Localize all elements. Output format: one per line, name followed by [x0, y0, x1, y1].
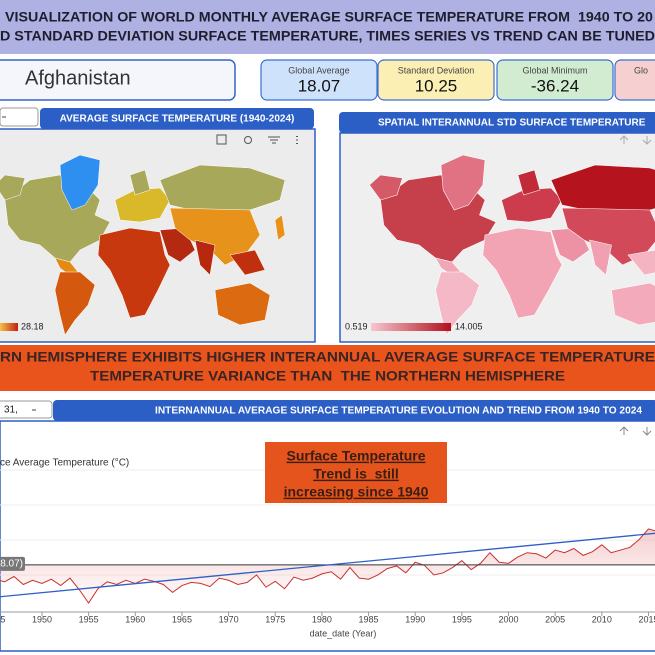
y-axis-title: ce Average Temperature (°C) — [0, 458, 129, 469]
banner-line: RN HEMISPHERE EXHIBITS HIGHER INTERANNUA… — [0, 349, 655, 365]
reference-label-bg — [0, 556, 25, 571]
x-tick-label: 1950 — [32, 614, 52, 624]
scale-max: 28.18 — [21, 321, 44, 331]
date-dropdown[interactable] — [0, 400, 53, 419]
x-tick-label: 1945 — [0, 614, 5, 624]
chart-title: INTERNANNUAL AVERAGE SURFACE TEMPERATURE… — [155, 406, 642, 417]
plot-area: 1945 1950 1955 1960 1965 1970 1975 1980 1985 1990… — [0, 469, 655, 624]
country — [194, 239, 216, 276]
x-axis-title: date_date (Year) — [310, 628, 377, 638]
toolbar-icon[interactable] — [268, 136, 280, 144]
x-tick-label: 1975 — [265, 614, 285, 624]
x-tick-label: 1960 — [125, 614, 145, 624]
x-tick-label: 1955 — [79, 614, 99, 624]
sort-icons[interactable] — [619, 135, 652, 145]
country — [97, 227, 171, 319]
country — [589, 239, 612, 276]
kpi-label: Global Average — [288, 65, 349, 75]
header-line: D STANDARD DEVIATION SURFACE TEMPERATURE… — [0, 28, 655, 44]
country — [611, 282, 655, 326]
map-average — [0, 154, 286, 336]
chart-title-bar — [53, 400, 655, 421]
line — [0, 528, 655, 604]
x-tick-label: 1995 — [452, 614, 472, 624]
country — [440, 154, 486, 211]
x-tick-label: 1990 — [405, 614, 425, 624]
kpi-value: 10.25 — [415, 76, 458, 95]
country — [550, 164, 655, 213]
country — [159, 164, 286, 213]
sort-icons[interactable] — [619, 426, 652, 436]
toolbar-icon[interactable] — [216, 134, 227, 145]
x-tick-label: 2015 — [638, 614, 655, 624]
kpi-card — [377, 59, 495, 101]
trend-line — [0, 532, 655, 598]
country — [627, 249, 655, 276]
country — [229, 249, 266, 276]
kpi-card — [496, 59, 614, 101]
kpi-card — [260, 59, 378, 101]
color-scale — [0, 323, 18, 331]
header-line: VISUALIZATION OF WORLD MONTHLY AVERAGE S… — [5, 9, 653, 25]
country-value[interactable]: Afghanistan — [25, 67, 131, 89]
country — [435, 271, 480, 336]
x-tick-label: 1980 — [312, 614, 332, 624]
scale-min: 0.519 — [345, 321, 368, 331]
date-value[interactable]: 31, — [4, 405, 18, 416]
country — [274, 214, 286, 241]
kpi-card — [614, 59, 655, 101]
map-std — [369, 154, 655, 336]
map-title-bar — [40, 108, 314, 129]
reference-label: (18.07) — [0, 559, 23, 570]
x-tick-label: 1965 — [172, 614, 192, 624]
country — [169, 207, 261, 266]
color-scale — [371, 323, 451, 331]
country — [482, 227, 563, 319]
country — [59, 154, 101, 211]
country — [369, 174, 403, 201]
country — [54, 271, 96, 336]
annotation-line: increasing since 1940 — [284, 484, 429, 500]
map-title: AVERAGE SURFACE TEMPERATURE (1940-2024) — [60, 114, 295, 125]
kpi-label: Glo — [634, 65, 648, 75]
kpi-label: Standard Deviation — [398, 65, 475, 75]
map-dropdown[interactable] — [0, 107, 39, 127]
header-bg — [0, 0, 655, 54]
country — [214, 282, 271, 326]
map-title-bar — [339, 112, 655, 133]
x-tick-label: 2010 — [592, 614, 612, 624]
annotation-line: Surface Temperature — [286, 448, 425, 464]
country — [517, 169, 541, 196]
map-shapes — [369, 154, 655, 336]
insight-banner — [0, 345, 655, 391]
country — [129, 169, 151, 196]
x-tick-label: 1970 — [219, 614, 239, 624]
annotation-line: Trend is still — [313, 466, 399, 482]
scale-max: 14.005 — [455, 321, 483, 331]
map-toolbar — [216, 134, 298, 145]
country — [561, 207, 655, 266]
country-dropdown[interactable] — [0, 59, 236, 101]
annotation-box — [265, 442, 447, 503]
x-tick-label: 2000 — [498, 614, 518, 624]
banner-line: TEMPERATURE VARIANCE THAN THE NORTHERN H… — [90, 368, 565, 384]
kpi-value: 18.07 — [298, 76, 341, 95]
kpi-label: Global Minimum — [522, 65, 587, 75]
country — [0, 174, 26, 201]
x-tick-label: 2005 — [545, 614, 565, 624]
kpi-value: -36.24 — [531, 76, 579, 95]
toolbar-icon[interactable] — [244, 136, 252, 144]
map-title: SPATIAL INTERANNUAL STD SURFACE TEMPERAT… — [378, 118, 646, 129]
x-tick-label: 1985 — [359, 614, 379, 624]
